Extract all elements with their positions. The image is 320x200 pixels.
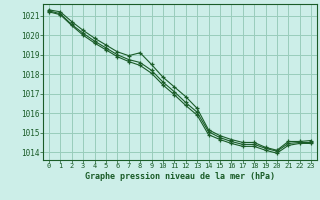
- X-axis label: Graphe pression niveau de la mer (hPa): Graphe pression niveau de la mer (hPa): [85, 172, 275, 181]
